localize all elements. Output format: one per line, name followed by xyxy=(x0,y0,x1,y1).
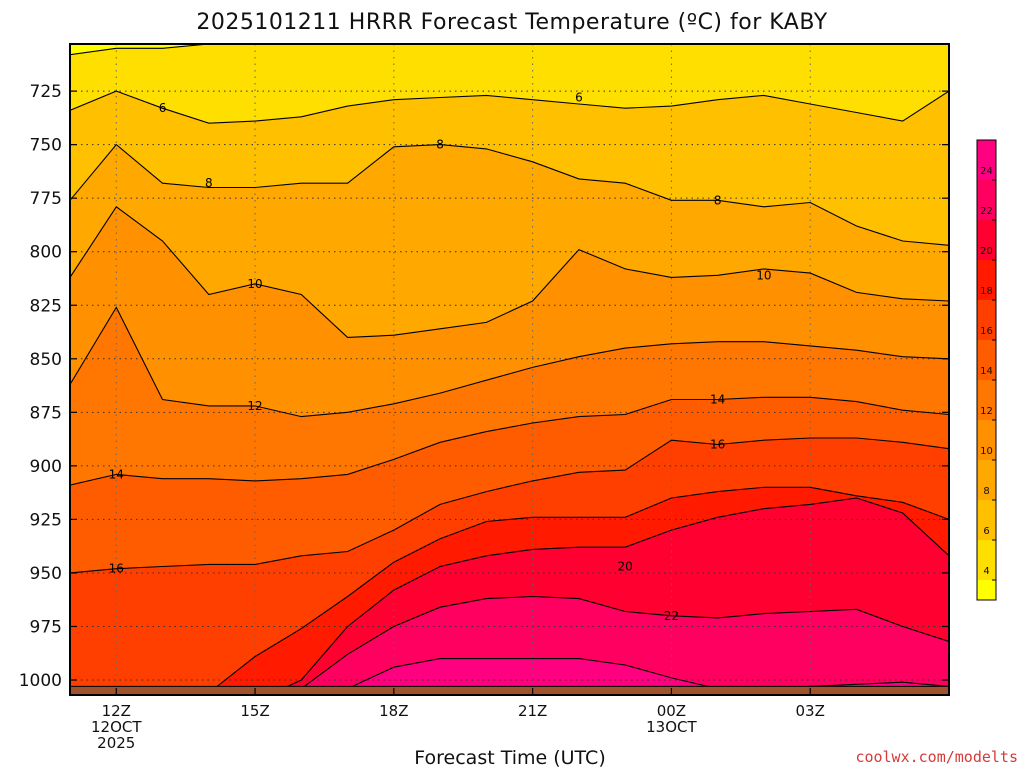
y-tick-label: 725 xyxy=(30,82,62,102)
contour-label: 12 xyxy=(247,399,262,413)
colorbar-tick-label: 14 xyxy=(980,366,993,377)
contour-label: 10 xyxy=(247,277,262,291)
contour-20 xyxy=(267,497,949,695)
colorbar: 4 6 8 10 12 14 16 18 20 22 24 xyxy=(976,139,997,601)
y-tick-label: 825 xyxy=(30,296,62,316)
contour-label: 14 xyxy=(109,467,124,481)
colorbar-tick-label: 4 xyxy=(983,566,989,577)
contour-label: 6 xyxy=(159,101,167,115)
contour-labels: 6 6 8 8 8 10 10 12 14 14 16 16 20 22 xyxy=(109,91,772,623)
colorbar-tick-label: 18 xyxy=(980,286,993,297)
contour-10 xyxy=(70,206,949,338)
x-tick-label: 12OCT xyxy=(91,718,142,736)
y-tick-label: 775 xyxy=(30,189,62,209)
y-tick-label: 950 xyxy=(30,564,62,584)
colorbar-segment xyxy=(977,300,996,340)
contour-6 xyxy=(70,90,949,124)
x-tick-label: 18Z xyxy=(379,702,408,720)
colorbar-tick-label: 16 xyxy=(980,326,993,337)
colorbar-tick-label: 10 xyxy=(980,446,993,457)
colorbar-segment xyxy=(977,420,996,460)
x-tick-label: 21Z xyxy=(518,702,547,720)
contour-label: 8 xyxy=(205,176,213,190)
contour-label: 10 xyxy=(756,268,771,282)
colorbar-tick-label: 20 xyxy=(980,246,993,257)
credit-text: coolwx.com/modelts xyxy=(855,748,1018,766)
plot-area: 6 6 8 8 8 10 10 12 14 14 16 16 20 22 xyxy=(70,44,949,695)
y-tick-label: 900 xyxy=(30,457,62,477)
colorbar-tick-label: 6 xyxy=(983,526,989,537)
colorbar-tick-label: 22 xyxy=(980,206,993,217)
temperature-bands xyxy=(70,44,949,695)
y-axis: 725 750 775 800 825 850 875 900 925 950 975 1000 xyxy=(19,82,949,691)
colorbar-segment xyxy=(977,500,996,540)
x-tick-label: 2025 xyxy=(97,734,135,752)
grid-lines xyxy=(70,44,949,695)
colorbar-segment xyxy=(977,540,996,580)
band-above-24 xyxy=(330,658,949,695)
contour-label: 22 xyxy=(664,609,679,623)
colorbar-segment xyxy=(977,380,996,420)
contour-22 xyxy=(282,595,949,695)
contour-label: 16 xyxy=(710,437,725,451)
colorbar-tick-label: 8 xyxy=(983,486,989,497)
contour-label: 20 xyxy=(618,560,633,574)
y-tick-label: 925 xyxy=(30,510,62,530)
colorbar-segment xyxy=(977,580,996,600)
colorbar-tick-label: 12 xyxy=(980,406,993,417)
y-tick-label: 750 xyxy=(30,136,62,156)
contour-14 xyxy=(70,396,949,486)
colorbar-tick-label: 24 xyxy=(980,166,993,177)
contour-label: 8 xyxy=(714,193,722,207)
colorbar-segment xyxy=(977,340,996,380)
ground-fill xyxy=(70,686,949,695)
contour-label: 6 xyxy=(575,91,583,105)
chart-title: 2025101211 HRRR Forecast Temperature (ºC… xyxy=(196,10,827,35)
contour-label: 16 xyxy=(109,562,124,576)
x-axis-label: Forecast Time (UTC) xyxy=(414,747,605,768)
colorbar-frame xyxy=(976,139,997,601)
contour-label: 8 xyxy=(436,138,444,152)
x-tick-label: 00Z xyxy=(657,702,686,720)
y-tick-label: 975 xyxy=(30,617,62,637)
colorbar-segment xyxy=(977,460,996,500)
colorbar-segment xyxy=(977,260,996,300)
y-tick-label: 1000 xyxy=(19,671,62,691)
contour-16 xyxy=(70,437,949,574)
plot-frame xyxy=(69,43,950,696)
ground-layer xyxy=(70,685,949,695)
contour-lines xyxy=(70,44,949,695)
colorbar-segment xyxy=(977,220,996,260)
contour-label: 14 xyxy=(710,392,725,406)
contour-12 xyxy=(70,306,949,418)
y-tick-label: 800 xyxy=(30,243,62,263)
x-tick-label: 03Z xyxy=(796,702,825,720)
colorbar-segment xyxy=(977,180,996,220)
x-tick-label: 13OCT xyxy=(646,718,697,736)
x-tick-label: 15Z xyxy=(240,702,269,720)
contour-8 xyxy=(70,143,949,246)
x-tick-label: 12Z xyxy=(102,702,131,720)
y-tick-label: 875 xyxy=(30,403,62,423)
y-tick-label: 850 xyxy=(30,350,62,370)
colorbar-segment xyxy=(977,140,996,180)
